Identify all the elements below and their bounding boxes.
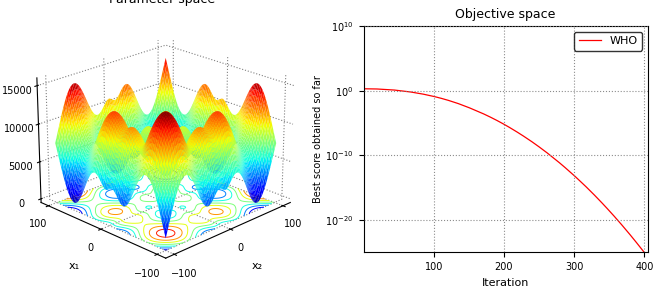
Y-axis label: x₁: x₁: [69, 261, 79, 271]
Legend: WHO: WHO: [574, 32, 642, 50]
WHO: [471, 108, 479, 112]
WHO: [641, 251, 648, 254]
X-axis label: x₂: x₂: [252, 261, 263, 271]
WHO: [563, 167, 570, 171]
X-axis label: Iteration: Iteration: [482, 278, 529, 288]
Y-axis label: Best score obtained so far: Best score obtained so far: [313, 75, 323, 203]
WHO: [537, 146, 545, 150]
Title: Objective space: Objective space: [455, 8, 556, 21]
Line: WHO: WHO: [364, 89, 644, 252]
WHO: [564, 168, 572, 172]
WHO: [360, 87, 368, 90]
WHO: [451, 101, 459, 104]
WHO: [394, 89, 402, 92]
Title: Parameter space: Parameter space: [109, 0, 215, 6]
